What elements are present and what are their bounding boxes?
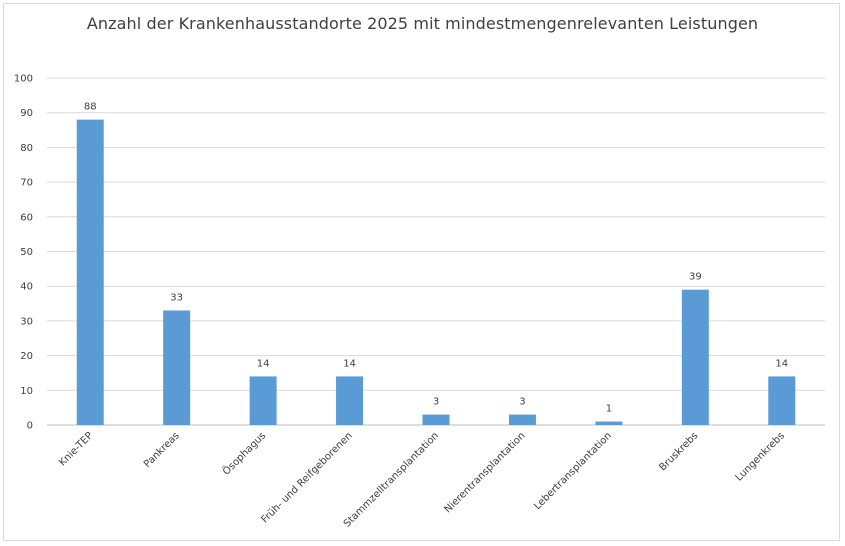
data-label: 14 [343,358,356,369]
bar [768,376,796,425]
data-label: 14 [775,358,788,369]
y-tick-label: 10 [20,386,33,397]
chart-title: Anzahl der Krankenhausstandorte 2025 mit… [86,14,759,33]
x-tick-label: Lebertransplantation [532,430,614,512]
bar [508,414,536,425]
y-tick-label: 70 [20,178,33,189]
y-axis-ticks: 0 10 20 30 40 50 60 70 80 90 100 [14,74,33,432]
data-label: 33 [170,292,183,303]
y-tick-label: 20 [20,351,33,362]
bar [336,376,364,425]
y-tick-label: 100 [14,74,33,85]
x-tick-label: Ösophagus [219,429,268,478]
bar [595,421,623,425]
data-label: 88 [84,102,97,113]
x-tick-label: Stammzelltransplantation [342,430,441,529]
bars [76,119,796,425]
bar [163,310,191,425]
y-tick-label: 60 [20,212,33,223]
x-tick-label: Bruskrebs [657,430,700,473]
data-label: 3 [519,397,525,408]
y-tick-label: 0 [27,421,33,432]
bar [422,414,450,425]
data-label: 1 [606,404,612,415]
bar [249,376,277,425]
x-tick-label: Pankreas [142,430,182,470]
y-tick-label: 50 [20,247,33,258]
x-tick-label: Knie-TEP [57,430,95,468]
bar [681,289,709,425]
data-label: 14 [257,358,270,369]
x-tick-label: Früh- und Reifgeborenen [260,430,355,525]
y-tick-label: 40 [20,282,33,293]
chart-frame [3,3,840,541]
bar [76,119,104,425]
y-tick-label: 30 [20,316,33,327]
y-tick-label: 90 [20,108,33,119]
data-label: 39 [689,272,702,283]
y-tick-label: 80 [20,143,33,154]
x-tick-label: Nierentransplantation [443,430,528,515]
data-label: 3 [433,397,439,408]
x-tick-label: Lungenkrebs [734,430,787,483]
